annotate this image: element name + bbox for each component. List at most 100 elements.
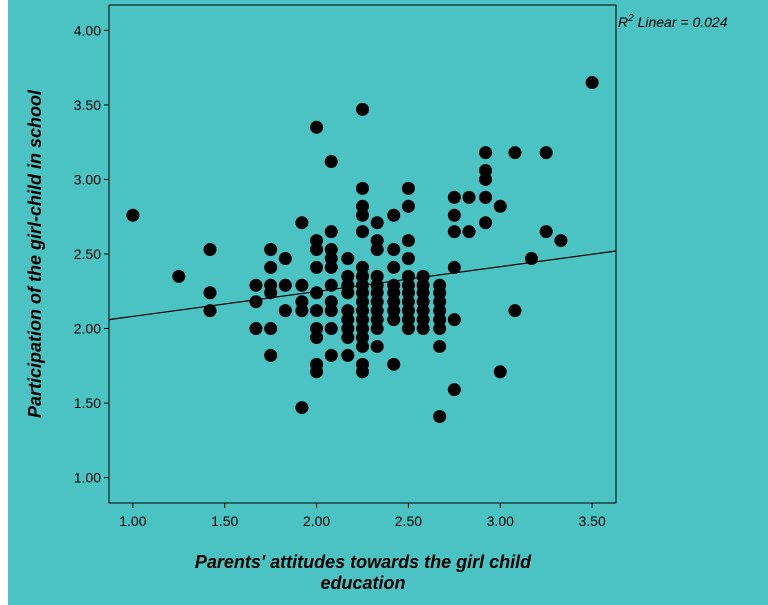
data-point: [356, 269, 369, 283]
data-point: [264, 260, 278, 274]
data-point: [278, 304, 292, 318]
data-point: [401, 295, 415, 309]
data-point: [370, 234, 384, 248]
data-point: [324, 225, 338, 239]
data-point: [356, 102, 369, 116]
data-point: [447, 190, 461, 204]
data-point: [447, 208, 461, 222]
data-point: [401, 322, 415, 336]
data-point: [356, 181, 369, 195]
data-point: [356, 286, 369, 300]
data-points: [126, 76, 599, 424]
data-point: [370, 339, 384, 353]
x-axis-label-line1: Parents' attitudes towards the girl chil…: [195, 552, 532, 572]
data-point: [585, 76, 599, 90]
data-point: [324, 155, 338, 169]
data-point: [370, 313, 384, 327]
data-point: [341, 348, 355, 362]
data-point: [401, 304, 415, 318]
data-point: [479, 216, 493, 230]
r2-value-text: Linear = 0.024: [634, 14, 728, 30]
data-point: [433, 322, 447, 336]
data-point: [310, 330, 324, 344]
y-tick-label: 3.50: [74, 97, 101, 113]
data-point: [324, 304, 338, 318]
data-point: [295, 295, 309, 309]
data-point: [356, 208, 369, 222]
data-point: [433, 286, 447, 300]
data-point: [126, 208, 140, 222]
data-point: [341, 251, 355, 265]
data-point: [370, 286, 384, 300]
data-point: [401, 269, 415, 283]
data-point: [324, 243, 338, 257]
data-point: [370, 322, 384, 336]
data-point: [310, 243, 324, 257]
data-point: [370, 295, 384, 309]
data-point: [324, 348, 338, 362]
data-point: [479, 146, 493, 160]
data-point: [493, 199, 507, 213]
data-point: [479, 164, 493, 178]
data-point: [264, 322, 278, 336]
y-axis-label: Participation of the girl-child in schoo…: [25, 89, 45, 418]
data-point: [462, 225, 476, 239]
data-point: [447, 383, 461, 397]
x-tick-label: 3.00: [487, 513, 514, 529]
data-point: [447, 225, 461, 239]
data-point: [554, 234, 568, 248]
data-point: [341, 269, 355, 283]
data-point: [356, 339, 369, 353]
data-point: [356, 225, 369, 239]
data-point: [264, 348, 278, 362]
data-point: [341, 322, 355, 336]
r2-prefix: R: [618, 14, 628, 30]
x-tick-label: 2.50: [395, 513, 422, 529]
data-point: [310, 286, 324, 300]
data-point: [387, 313, 401, 327]
data-point: [324, 260, 338, 274]
data-point: [387, 304, 401, 318]
x-tick-label: 1.50: [211, 513, 238, 529]
x-axis-label-line2: education: [320, 573, 405, 593]
data-point: [401, 251, 415, 265]
data-point: [479, 190, 493, 204]
data-point: [433, 304, 447, 318]
data-point: [249, 278, 263, 292]
data-point: [295, 304, 309, 318]
y-tick-label: 2.50: [74, 246, 101, 262]
data-point: [310, 260, 324, 274]
data-point: [433, 313, 447, 327]
data-point: [433, 410, 447, 424]
data-point: [310, 234, 324, 248]
data-point: [401, 234, 415, 248]
data-point: [401, 286, 415, 300]
data-point: [324, 322, 338, 336]
y-tick-label: 1.50: [74, 395, 101, 411]
data-point: [310, 120, 324, 134]
data-point: [310, 365, 324, 379]
x-tick-label: 1.00: [119, 513, 146, 529]
data-point: [401, 181, 415, 195]
data-point: [356, 199, 369, 213]
data-point: [356, 365, 369, 379]
data-point: [508, 146, 522, 160]
data-point: [370, 216, 384, 230]
data-point: [203, 286, 217, 300]
data-point: [295, 278, 309, 292]
data-point: [310, 304, 324, 318]
y-axis: 1.00 1.50 2.00 2.50 3.00 3.50 4.00: [74, 22, 109, 486]
data-point: [278, 278, 292, 292]
data-point: [341, 286, 355, 300]
data-point: [416, 304, 430, 318]
data-point: [356, 260, 369, 274]
data-point: [203, 243, 217, 257]
data-point: [416, 295, 430, 309]
data-point: [278, 251, 292, 265]
scatter-chart: 1.00 1.50 2.00 2.50 3.00 3.50 1.00 1.50 2.00 2.5…: [8, 0, 768, 605]
data-point: [264, 286, 278, 300]
data-point: [539, 146, 553, 160]
data-point: [341, 304, 355, 318]
x-axis: 1.00 1.50 2.00 2.50 3.00 3.50: [119, 503, 606, 529]
data-point: [172, 269, 186, 283]
